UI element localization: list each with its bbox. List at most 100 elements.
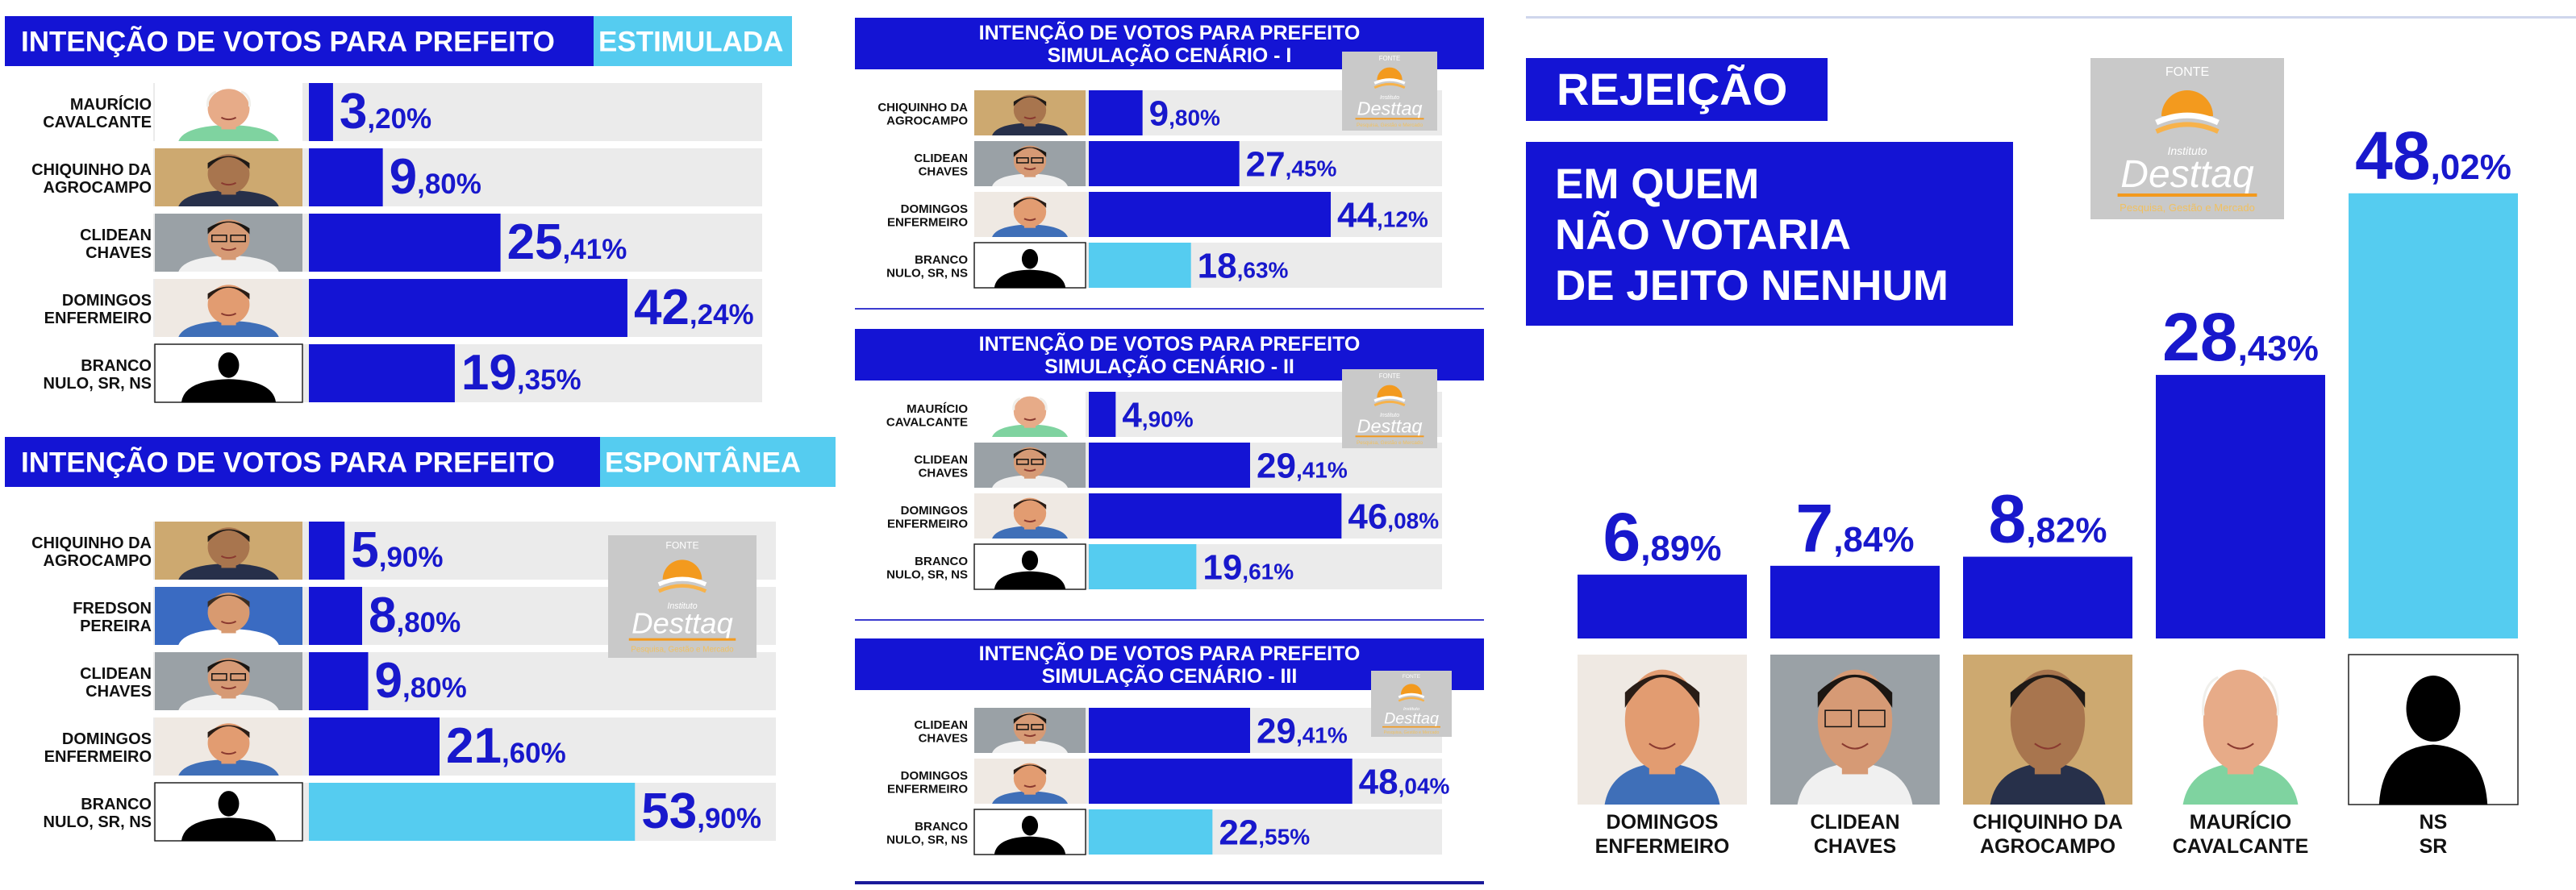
bar bbox=[1089, 243, 1191, 288]
logo-sun-icon bbox=[2161, 90, 2213, 116]
panel-title: INTENÇÃO DE VOTOS PARA PREFEITO bbox=[979, 20, 1361, 44]
rejeicao-subtitle-line: EM QUEM bbox=[1555, 160, 1759, 208]
candidate-name: MAURÍCIO bbox=[907, 402, 968, 416]
panel-espontanea: INTENÇÃO DE VOTOS PARA PREFEITO ESPONTÂNE… bbox=[5, 437, 836, 842]
candidate-photo bbox=[155, 83, 302, 141]
panel-subtitle: SIMULAÇÃO CENÁRIO - III bbox=[1042, 663, 1298, 688]
rejeicao-candidate-photo bbox=[1770, 655, 1940, 805]
bar-value-label: 9,80% bbox=[375, 653, 467, 709]
candidate-photo bbox=[974, 443, 1086, 488]
rejeicao-candidate-name: AGROCAMPO bbox=[1980, 835, 2115, 858]
panel-title: INTENÇÃO DE VOTOS PARA PREFEITO bbox=[979, 331, 1361, 356]
candidate-name: NULO, SR, NS bbox=[886, 266, 968, 280]
candidate-name: NULO, SR, NS bbox=[886, 833, 968, 846]
logo-fonte: FONTE bbox=[1379, 55, 1401, 62]
bar bbox=[309, 522, 345, 580]
rejeicao-candidate-name: CLIDEAN bbox=[1810, 811, 1899, 834]
bar bbox=[309, 783, 636, 841]
panel-cenario-2: INTENÇÃO DE VOTOS PARA PREFEITOSIMULAÇÃO… bbox=[855, 329, 1484, 590]
rejeicao-bar bbox=[2156, 375, 2325, 638]
rejeicao-subtitle-line: DE JEITO NENHUM bbox=[1555, 262, 1949, 310]
candidate-name: BRANCO bbox=[915, 555, 968, 568]
logo-small-text: Instituto bbox=[1380, 413, 1399, 418]
panel-subtitle: SIMULAÇÃO CENÁRIO - II bbox=[1044, 354, 1294, 378]
candidate-name: MAURÍCIO bbox=[70, 95, 152, 114]
bar bbox=[1089, 192, 1332, 237]
bar bbox=[309, 279, 627, 337]
panel-cenario-1: INTENÇÃO DE VOTOS PARA PREFEITOSIMULAÇÃO… bbox=[855, 18, 1484, 289]
candidate-name: DOMINGOS bbox=[901, 202, 968, 216]
candidate-photo bbox=[974, 392, 1086, 437]
logo-tagline: Pesquisa, Gestão e Mercado bbox=[631, 645, 734, 654]
candidate-photo bbox=[155, 214, 302, 272]
rejeicao-candidate-name: SR bbox=[2420, 835, 2448, 858]
bar-value-label: 8,80% bbox=[369, 588, 461, 643]
rejeicao-bar bbox=[2349, 193, 2518, 638]
bar bbox=[309, 83, 333, 141]
logo-name: Desttaq bbox=[2120, 153, 2254, 196]
rejeicao-bar bbox=[1770, 565, 1940, 638]
rejeicao-bar bbox=[1578, 574, 1747, 638]
candidate-photo bbox=[155, 717, 302, 776]
bar-value-label: 4,90% bbox=[1122, 396, 1193, 435]
candidate-name: CHAVES bbox=[85, 244, 152, 262]
logo-tagline: Pesquisa, Gestão e Mercado bbox=[2120, 202, 2255, 214]
bar-value-label: 29,41% bbox=[1257, 447, 1348, 486]
bar-value-label: 22,55% bbox=[1219, 813, 1310, 853]
rejeicao-bar bbox=[1963, 556, 2132, 638]
logo-fonte: FONTE bbox=[665, 540, 698, 551]
candidate-name: CHAVES bbox=[919, 466, 968, 480]
panel-title: INTENÇÃO DE VOTOS PARA PREFEITO bbox=[979, 641, 1361, 665]
candidate-name: FREDSON bbox=[73, 600, 152, 618]
candidate-name: CHIQUINHO DA bbox=[31, 161, 152, 179]
candidate-name: AGROCAMPO bbox=[886, 114, 968, 127]
logo-small-text: Instituto bbox=[1403, 707, 1419, 712]
candidate-name: DOMINGOS bbox=[62, 292, 152, 310]
logo-tagline: Pesquisa, Gestão e Mercado bbox=[1357, 123, 1423, 128]
bar bbox=[1089, 809, 1213, 855]
candidate-name: CHIQUINHO DA bbox=[877, 101, 968, 114]
rejeicao-title: REJEIÇÃO bbox=[1557, 64, 1787, 114]
panel-title-highlight: ESPONTÂNEA bbox=[605, 446, 801, 478]
bar-value-label: 5,90% bbox=[351, 522, 443, 578]
logo-fonte: FONTE bbox=[1379, 372, 1401, 380]
bar-value-label: 9,80% bbox=[1149, 94, 1220, 134]
rejeicao-value-label: 7,84% bbox=[1795, 490, 1914, 566]
logo-small-text: Instituto bbox=[2167, 144, 2207, 157]
logo-name: Desttaq bbox=[1384, 710, 1439, 728]
candidate-name: CLIDEAN bbox=[914, 453, 968, 467]
candidate-photo bbox=[155, 587, 302, 645]
logo-name: Desttaq bbox=[1357, 415, 1422, 436]
rejeicao-value-label: 8,82% bbox=[1988, 481, 2107, 557]
panel-header bbox=[5, 437, 600, 487]
bar-value-label: 3,20% bbox=[340, 84, 431, 139]
candidate-name: CHAVES bbox=[85, 683, 152, 701]
candidate-photo bbox=[974, 759, 1086, 804]
candidate-photo bbox=[973, 809, 1086, 855]
bar-value-label: 25,41% bbox=[507, 214, 627, 270]
candidate-name: CHAVES bbox=[919, 164, 968, 178]
bar bbox=[1089, 90, 1143, 135]
candidate-name: ENFERMEIRO bbox=[887, 517, 968, 530]
bar-value-label: 29,41% bbox=[1257, 712, 1348, 751]
candidate-photo bbox=[974, 90, 1086, 135]
candidate-name: AGROCAMPO bbox=[44, 179, 152, 197]
candidate-name: DOMINGOS bbox=[901, 504, 968, 518]
candidate-name: DOMINGOS bbox=[62, 730, 152, 748]
panel-title: INTENÇÃO DE VOTOS PARA PREFEITO bbox=[21, 447, 555, 478]
logo-name: Desttaq bbox=[1357, 98, 1422, 119]
logo-small-text: Instituto bbox=[667, 601, 697, 611]
